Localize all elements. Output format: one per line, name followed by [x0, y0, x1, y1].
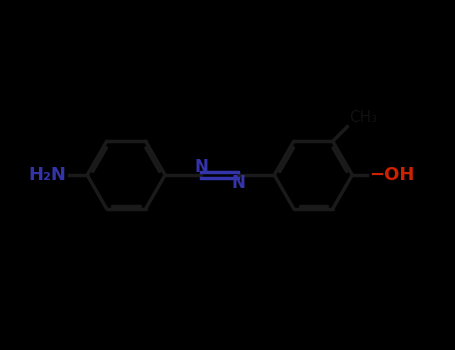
Text: −OH: −OH: [369, 166, 414, 184]
Text: N: N: [194, 158, 208, 176]
Text: N: N: [231, 174, 245, 192]
Text: CH₃: CH₃: [349, 110, 378, 125]
Text: H₂N: H₂N: [29, 166, 66, 184]
